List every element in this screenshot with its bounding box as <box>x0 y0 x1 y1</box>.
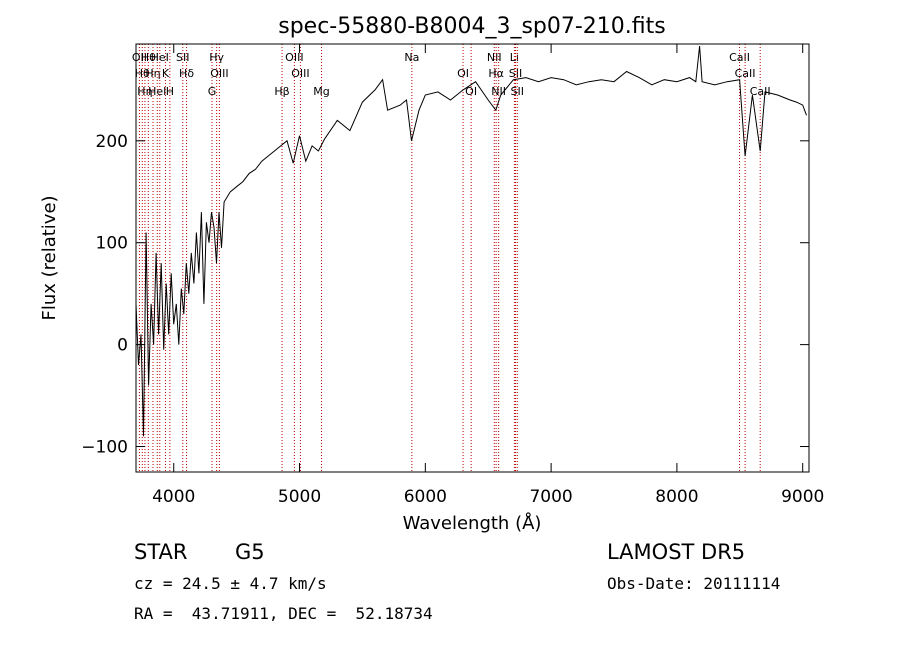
line-marker-label: HeI <box>151 51 169 64</box>
y-axis-label: Flux (relative) <box>39 195 60 320</box>
x-axis-label: Wavelength (Å) <box>403 512 542 534</box>
line-marker-label: H <box>166 85 174 98</box>
x-tick-label: 9000 <box>781 487 824 507</box>
line-marker-label: NII <box>491 85 506 98</box>
line-marker-label: Hη <box>145 67 160 80</box>
flux-line <box>136 45 807 437</box>
line-marker-label: OIII <box>285 51 303 64</box>
line-marker-label: OI <box>465 85 477 98</box>
line-marker-label: SII <box>509 67 522 80</box>
observation-date: Obs-Date: 20111114 <box>607 574 781 593</box>
line-marker-label: Hδ <box>179 67 194 80</box>
line-marker-label: Na <box>404 51 419 64</box>
line-marker-label: SII <box>511 85 524 98</box>
line-marker-label: HeI <box>148 85 166 98</box>
y-tick-label: −100 <box>81 438 128 458</box>
line-marker-label: OI <box>457 67 469 80</box>
y-tick-label: 100 <box>96 234 128 254</box>
line-marker-label: Hα <box>488 67 504 80</box>
survey-name: LAMOST DR5 <box>607 540 746 564</box>
line-marker-label: Hγ <box>209 51 224 64</box>
line-marker-label: CaII <box>750 85 771 98</box>
chart-title: spec-55880-B8004_3_sp07-210.fits <box>278 14 666 39</box>
line-marker-label: Hη <box>137 85 152 98</box>
x-tick-label: 6000 <box>404 487 447 507</box>
line-marker-label: NII <box>487 51 502 64</box>
x-tick-label: 5000 <box>278 487 321 507</box>
line-marker-label: Hθ <box>135 67 150 80</box>
line-marker-label: K <box>162 67 170 80</box>
y-tick-label: 200 <box>96 132 128 152</box>
x-tick-label: 8000 <box>655 487 698 507</box>
line-marker-label: Hβ <box>274 85 289 98</box>
line-marker-label: CaII <box>729 51 750 64</box>
line-marker-label: CaII <box>735 67 756 80</box>
y-tick-label: 0 <box>117 336 128 356</box>
line-marker-label: G <box>208 85 217 98</box>
line-marker-label: SII <box>176 51 189 64</box>
flux-series <box>136 45 807 437</box>
x-tick-label: 7000 <box>529 487 572 507</box>
plot-frame <box>135 43 810 473</box>
object-class: STAR <box>134 540 188 564</box>
line-marker-label: Mg <box>313 85 329 98</box>
x-tick-label: 4000 <box>152 487 195 507</box>
line-marker-label: Li <box>510 51 519 64</box>
redshift-velocity: cz = 24.5 ± 4.7 km/s <box>134 574 327 593</box>
line-marker-label: OIII <box>291 67 309 80</box>
sky-coordinates: RA = 43.71911, DEC = 52.18734 <box>134 604 433 623</box>
line-marker-label: OIII <box>210 67 228 80</box>
line-marker-label: Hθ <box>141 51 156 64</box>
axis-ticks: 4000 5000 6000 7000 8000 9000 −100 0 100 200 <box>81 44 824 507</box>
spectral-line-markers: OIIHθHηHθHηHeIHeIKHSIIHδGHγOIIIHβOIIIOII… <box>132 44 771 472</box>
object-subclass: G5 <box>235 540 265 564</box>
